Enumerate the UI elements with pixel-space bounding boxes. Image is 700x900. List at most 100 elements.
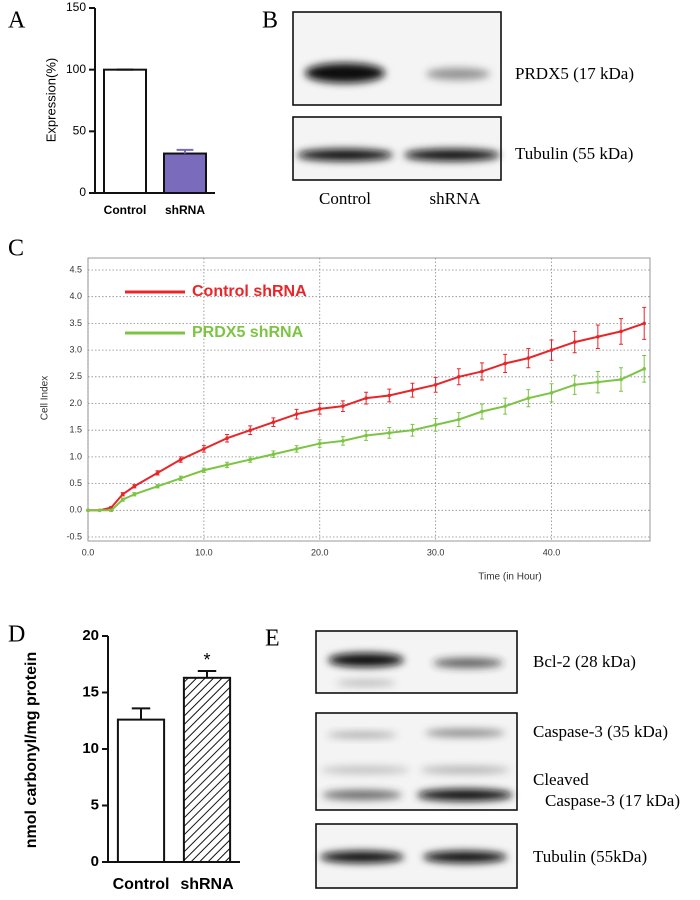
y-axis-label: nmol carbonyl/mg protein: [23, 652, 40, 848]
point: [642, 366, 647, 371]
point: [294, 412, 299, 416]
bar: [163, 152, 207, 195]
x-tick-label: shRNA: [165, 203, 205, 217]
blot-image: [292, 11, 502, 181]
band-label: Cleaved: [533, 770, 589, 789]
y-tick-label: -0.5: [66, 531, 82, 541]
x-tick-label: Control: [104, 203, 147, 217]
y-tick-label: 5: [91, 796, 99, 813]
x-axis-label: Time (in Hour): [478, 572, 542, 583]
bar: [116, 718, 166, 863]
band-label: Tubulin (55 kDa): [515, 144, 633, 163]
point: [317, 407, 322, 411]
point: [132, 492, 137, 497]
point: [572, 340, 577, 344]
point: [457, 417, 461, 422]
point: [572, 383, 577, 387]
bar: [103, 68, 147, 194]
band-label: Bcl-2 (28 kDa): [533, 652, 636, 671]
point: [433, 423, 438, 427]
point: [596, 380, 600, 384]
point: [480, 369, 484, 374]
y-tick-label: 0.0: [69, 505, 82, 515]
point: [202, 447, 206, 451]
point: [341, 439, 345, 443]
y-tick-label: 3.0: [69, 344, 82, 354]
point: [480, 409, 484, 414]
x-tick-label: 30.0: [427, 547, 445, 557]
point: [503, 404, 507, 408]
point: [109, 508, 113, 513]
point: [294, 447, 299, 451]
plot-frame: [87, 257, 651, 542]
band-label: Tubulin (55kDa): [533, 847, 647, 866]
panel-label: C: [8, 236, 24, 262]
point: [410, 428, 415, 433]
point: [202, 468, 206, 473]
y-tick-label: 3.5: [69, 318, 82, 328]
y-tick-label: 0: [79, 185, 86, 199]
band-label: PRDX5 (17 kDa): [515, 64, 634, 83]
point: [526, 396, 531, 400]
point: [619, 329, 623, 334]
y-tick-label: 0.5: [69, 478, 82, 488]
panel-label: E: [265, 626, 280, 652]
y-axis-label: Expression(%): [43, 58, 58, 143]
point: [526, 356, 531, 360]
point: [225, 463, 229, 467]
legend-label: Control shRNA: [192, 283, 307, 300]
point: [271, 452, 276, 457]
point: [248, 457, 253, 462]
x-tick-label: 0.0: [82, 547, 95, 557]
error-bar: [176, 148, 194, 154]
y-tick-label: 4.5: [69, 264, 82, 274]
error-bar: [197, 670, 217, 678]
point: [364, 396, 368, 400]
y-tick-label: 10: [82, 740, 99, 757]
y-tick-label: 2.0: [69, 398, 82, 408]
y-tick-label: 2.5: [69, 371, 82, 381]
band-label: Caspase-3 (35 kDa): [533, 722, 668, 741]
point: [619, 377, 623, 382]
point: [596, 334, 600, 339]
point: [132, 484, 137, 489]
x-tick-label: 20.0: [311, 547, 329, 557]
y-tick-label: 1.5: [69, 425, 82, 435]
error-bar: [131, 707, 151, 720]
point: [642, 321, 647, 326]
point: [120, 497, 125, 502]
point: [155, 484, 160, 489]
y-tick-label: 50: [73, 124, 87, 138]
panel-label: D: [8, 622, 25, 648]
point: [317, 441, 322, 446]
point: [503, 361, 507, 366]
lane-label: shRNA: [429, 189, 481, 208]
point: [155, 471, 160, 475]
lane-label: Control: [319, 189, 371, 208]
x-tick-label: 40.0: [543, 547, 561, 557]
point: [271, 420, 276, 424]
point: [120, 492, 125, 497]
bar: [182, 676, 232, 863]
annotation: *: [203, 650, 210, 670]
y-axis-label: Cell Index: [40, 376, 51, 420]
y-tick-label: 15: [82, 683, 99, 700]
point: [341, 404, 345, 408]
panel-label: B: [262, 8, 278, 34]
y-tick-label: 150: [66, 0, 86, 14]
point: [549, 391, 554, 395]
y-tick-label: 0: [91, 853, 99, 870]
point: [457, 375, 461, 379]
point: [248, 428, 253, 433]
point: [433, 383, 438, 387]
point: [549, 348, 554, 352]
legend-label: PRDX5 shRNA: [192, 324, 304, 341]
point: [387, 431, 392, 435]
y-tick-label: 4.0: [69, 291, 82, 301]
point: [387, 393, 392, 398]
x-tick-label: Control: [113, 876, 170, 893]
x-tick-label: 10.0: [195, 547, 213, 557]
band-label: Caspase-3 (17 kDa): [545, 791, 680, 810]
y-tick-label: 1.0: [69, 451, 82, 461]
